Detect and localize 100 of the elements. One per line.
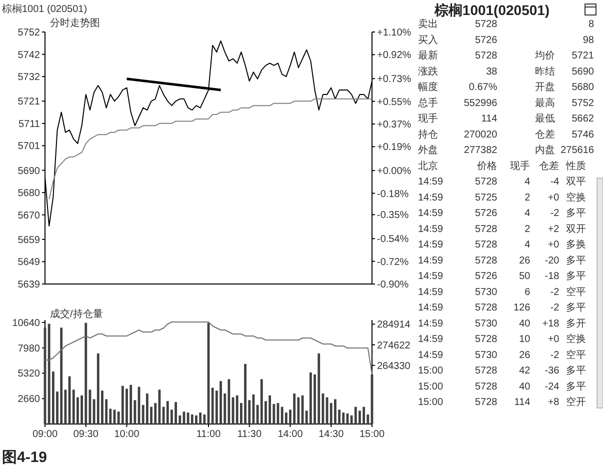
text: 14:59 5730 6 -2 空平 (418, 286, 586, 298)
x-tick-label: 10:00 (114, 429, 140, 440)
y-tick-label: 10640 (12, 318, 40, 329)
text: 北京 价格 现手 仓差 性质 (418, 160, 586, 172)
bar (244, 364, 246, 424)
bar (280, 406, 284, 424)
bar (84, 322, 88, 424)
text: 14:59 5730 40 +18 多开 (418, 318, 586, 330)
caption: 图4-19 (2, 449, 48, 466)
text: 14:59 5730 26 -2 空平 (418, 350, 586, 361)
y-tick-label: 5721 (18, 96, 40, 108)
y-tick-label: 2660 (18, 394, 40, 406)
bar (309, 372, 312, 424)
x-tick-label: 14:30 (318, 429, 344, 440)
y2-tick-label: +1.10% (377, 28, 412, 38)
text: 14:59 5726 4 -2 多平 (418, 208, 586, 219)
y2-tick-label: +0.37% (377, 119, 412, 130)
bar (334, 399, 336, 424)
y2-tick-label: 284914 (377, 320, 411, 331)
y2-tick-label: +0.92% (377, 50, 412, 62)
bar (72, 390, 75, 424)
bar (268, 395, 272, 424)
bar (318, 353, 320, 424)
text: 棕榈1001(020501) (433, 2, 550, 18)
x-tick-label: 15:00 (359, 429, 385, 440)
y-tick-label: 7980 (18, 343, 40, 354)
text: 14:59 5728 4 +0 多换 (418, 240, 586, 250)
x-tick-label: 11:30 (237, 429, 262, 440)
y-tick-label: 5320 (18, 368, 40, 380)
y-tick-label: 5670 (18, 210, 40, 222)
bar (96, 353, 100, 424)
y2-tick-label: -0.18% (377, 188, 409, 200)
bar (146, 393, 148, 424)
text: 涨跌 38 昨结 5690 (418, 66, 594, 78)
bar (293, 393, 296, 424)
y2-tick-label: -0.35% (377, 210, 409, 222)
bar (358, 410, 361, 424)
text: 14:59 5728 2 +2 双开 (418, 224, 586, 235)
y-tick-label: 5649 (18, 257, 40, 268)
bar (195, 415, 198, 424)
text: 14:59 5728 4 -4 双平 (418, 176, 586, 188)
bar (236, 395, 238, 424)
y-tick-label: 5711 (18, 118, 40, 130)
line-series (44, 322, 372, 374)
y2-tick-label: +0.55% (377, 96, 412, 108)
y-tick-label: 5690 (18, 166, 40, 177)
bar (297, 397, 300, 424)
y-tick-label: 5680 (18, 188, 40, 200)
bar (154, 403, 157, 424)
x-tick-label: 14:00 (278, 429, 304, 440)
bar (199, 412, 202, 424)
x-tick-label: 09:30 (73, 429, 99, 440)
bar (126, 388, 128, 424)
text: 15:00 5728 114 +8 空开 (418, 397, 586, 408)
text: 14:59 5726 50 -18 多平 (418, 271, 586, 282)
bar (342, 412, 345, 424)
y2-tick-label: -0.72% (377, 256, 409, 268)
y2-tick-label: 264330 (377, 360, 411, 372)
text: 15:00 5728 40 -24 多平 (418, 381, 586, 392)
text: 14:59 5728 126 -2 多平 (418, 302, 586, 314)
bar (354, 406, 357, 424)
y2-tick-label: -0.54% (377, 234, 409, 246)
chart-title: 棕榈1001 (020501) (2, 3, 88, 15)
y2-tick-label: +0.00% (377, 166, 412, 178)
y-tick-label: 5659 (18, 234, 40, 246)
y2-tick-label: +0.19% (377, 142, 412, 154)
text: 14:59 5728 10 +0 空换 (418, 334, 586, 345)
bar (330, 403, 332, 424)
y2-tick-label: +0.73% (377, 74, 412, 86)
text: 15:00 5728 42 -36 多平 (418, 366, 586, 376)
text: 幅度 0.67% 开盘 5680 (418, 82, 594, 93)
y-tick-label: 5701 (18, 141, 40, 152)
text: 卖出 5728 8 (418, 19, 594, 30)
bar (190, 414, 194, 424)
y-tick-label: 5732 (18, 72, 40, 84)
text: 14:59 5725 2 +0 空换 (418, 192, 586, 204)
y2-tick-label: -0.90% (377, 280, 409, 290)
y-tick-label: 5639 (18, 280, 40, 290)
bar (174, 402, 177, 424)
bar (260, 379, 263, 424)
bar (48, 324, 50, 424)
chart-subtitle: 分时走势图 (50, 17, 100, 29)
bar (203, 414, 206, 424)
bar (228, 379, 230, 424)
bar (186, 412, 190, 424)
bar (211, 388, 214, 424)
chart-title: 成交/持仓量 (50, 308, 103, 320)
bar (60, 328, 63, 424)
y-tick-label: 5742 (18, 50, 40, 61)
bar (166, 401, 169, 424)
bar (130, 384, 132, 424)
text: 最新 5728 均价 5721 (418, 50, 594, 62)
text: 总手 552996 最高 5752 (418, 98, 594, 109)
line-series (48, 98, 372, 200)
bar (220, 381, 222, 424)
text: 14:59 5728 26 -20 多平 (418, 255, 586, 266)
text: 外盘 277382 内盘 275616 (418, 145, 594, 156)
text: 买入 5726 98 (418, 34, 594, 46)
text: 持仓 270020 仓差 5746 (418, 129, 594, 140)
y-tick-label: 5752 (18, 28, 40, 38)
